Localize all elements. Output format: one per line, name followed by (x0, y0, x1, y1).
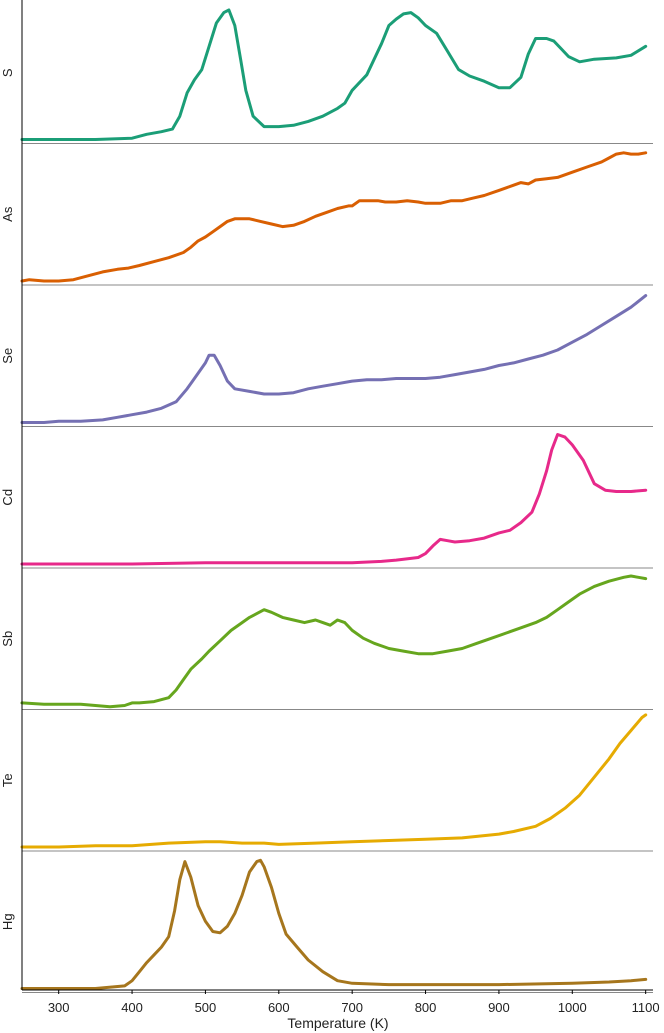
series-line-sb (20, 574, 648, 709)
panel-label-as: As (0, 206, 15, 222)
panel-as: As (0, 151, 653, 286)
panel-label-te: Te (0, 773, 15, 787)
x-tick-label: 300 (48, 1000, 70, 1015)
panel-se: Se (0, 294, 653, 427)
panel-hg: Hg (0, 858, 653, 993)
panel-sb: Sb (0, 574, 653, 710)
panel-s: S (0, 8, 653, 144)
panel-label-cd: Cd (0, 489, 15, 506)
x-tick-label: 700 (341, 1000, 363, 1015)
x-tick-label: 400 (121, 1000, 143, 1015)
x-tick-label: 800 (415, 1000, 437, 1015)
panel-te: Te (0, 713, 653, 852)
x-tick-label: 600 (268, 1000, 290, 1015)
panel-label-se: Se (0, 348, 15, 364)
x-axis: 300 400 500 600 700 800 900 1000 1100 Temperatur… (22, 989, 660, 1031)
panel-cd: Cd (0, 433, 653, 569)
x-tick-label: 1000 (558, 1000, 587, 1015)
x-axis-title: Temperature (K) (287, 1015, 388, 1031)
panel-label-s: S (0, 68, 15, 77)
panels-group: S As Se Cd Sb Te Hg (0, 8, 653, 993)
series-line-se (20, 294, 648, 424)
x-tick-label: 900 (488, 1000, 510, 1015)
x-ticks-group: 300 400 500 600 700 800 900 1000 1100 (48, 990, 660, 1015)
series-line-cd (20, 433, 648, 566)
panel-label-sb: Sb (0, 631, 15, 647)
series-line-hg (20, 858, 648, 990)
x-tick-label: 1100 (632, 1000, 660, 1015)
series-line-s (20, 8, 648, 141)
panel-label-hg: Hg (0, 913, 15, 930)
series-line-te (20, 713, 648, 849)
series-line-as (20, 151, 648, 283)
x-tick-label: 500 (195, 1000, 217, 1015)
